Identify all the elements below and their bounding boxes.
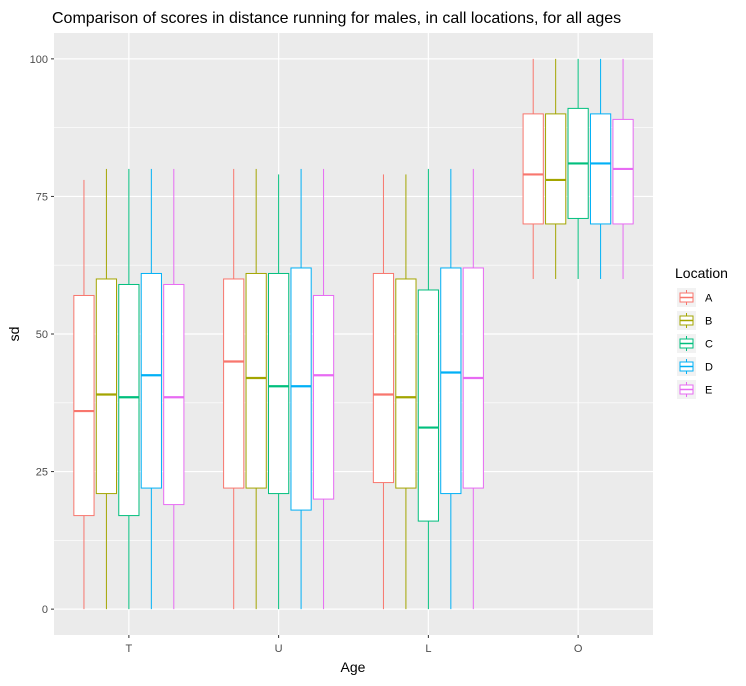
- box-iqr: [612, 118, 634, 225]
- legend-item-E: E: [677, 380, 712, 399]
- y-axis-title: sd: [6, 327, 22, 342]
- plot-area: [54, 33, 653, 635]
- box-iqr: [522, 113, 544, 225]
- box-E-L: [462, 168, 484, 610]
- legend-item-B: B: [677, 311, 712, 330]
- x-tick-label: U: [275, 643, 283, 655]
- box-E-O: [612, 58, 634, 279]
- legend-item-D: D: [677, 357, 713, 376]
- box-iqr: [589, 113, 612, 225]
- box-iqr: [417, 289, 439, 522]
- box-iqr: [290, 267, 312, 511]
- box-iqr: [440, 267, 462, 495]
- box-C-L: [417, 168, 439, 610]
- box-A-L: [372, 174, 395, 610]
- box-iqr: [245, 272, 267, 489]
- legend-item-A: A: [677, 288, 713, 307]
- box-iqr: [163, 283, 185, 506]
- box-B-L: [395, 174, 417, 610]
- box-D-T: [140, 168, 162, 610]
- box-E-U: [312, 168, 335, 610]
- x-tick-label: T: [126, 643, 133, 655]
- box-A-O: [522, 58, 544, 279]
- box-iqr: [95, 278, 118, 495]
- box-iqr: [118, 283, 140, 517]
- box-D-L: [440, 168, 462, 610]
- box-B-T: [95, 168, 118, 610]
- legend-label: C: [705, 339, 713, 351]
- box-B-O: [545, 58, 567, 279]
- box-E-T: [163, 168, 185, 610]
- y-tick-label: 75: [36, 191, 48, 203]
- box-D-U: [290, 168, 312, 610]
- legend-label: D: [705, 362, 713, 374]
- box-C-U: [268, 174, 290, 610]
- box-iqr: [73, 294, 95, 517]
- box-iqr: [140, 272, 162, 489]
- chart-title: Comparison of scores in distance running…: [52, 10, 621, 27]
- legend-label: A: [705, 293, 713, 305]
- y-tick-label: 25: [36, 467, 48, 479]
- box-iqr: [312, 294, 335, 500]
- legend-label: B: [705, 316, 712, 328]
- box-C-O: [567, 58, 589, 279]
- box-iqr: [268, 272, 290, 495]
- legend-item-C: C: [677, 334, 713, 353]
- box-C-T: [118, 168, 140, 610]
- box-B-U: [245, 168, 267, 610]
- box-iqr: [395, 278, 417, 489]
- y-tick-label: 100: [30, 54, 48, 66]
- x-tick-label: O: [574, 643, 583, 655]
- y-tick-label: 50: [36, 329, 48, 341]
- box-A-T: [73, 179, 95, 610]
- legend-label: E: [705, 385, 712, 397]
- x-axis-title: Age: [341, 659, 366, 675]
- legend-title: Location: [675, 265, 728, 281]
- y-tick-label: 0: [42, 604, 48, 616]
- box-A-U: [223, 168, 245, 610]
- box-iqr: [223, 278, 245, 489]
- box-iqr: [372, 272, 395, 484]
- box-iqr: [545, 113, 567, 225]
- x-tick-label: L: [425, 643, 431, 655]
- box-D-O: [589, 58, 612, 279]
